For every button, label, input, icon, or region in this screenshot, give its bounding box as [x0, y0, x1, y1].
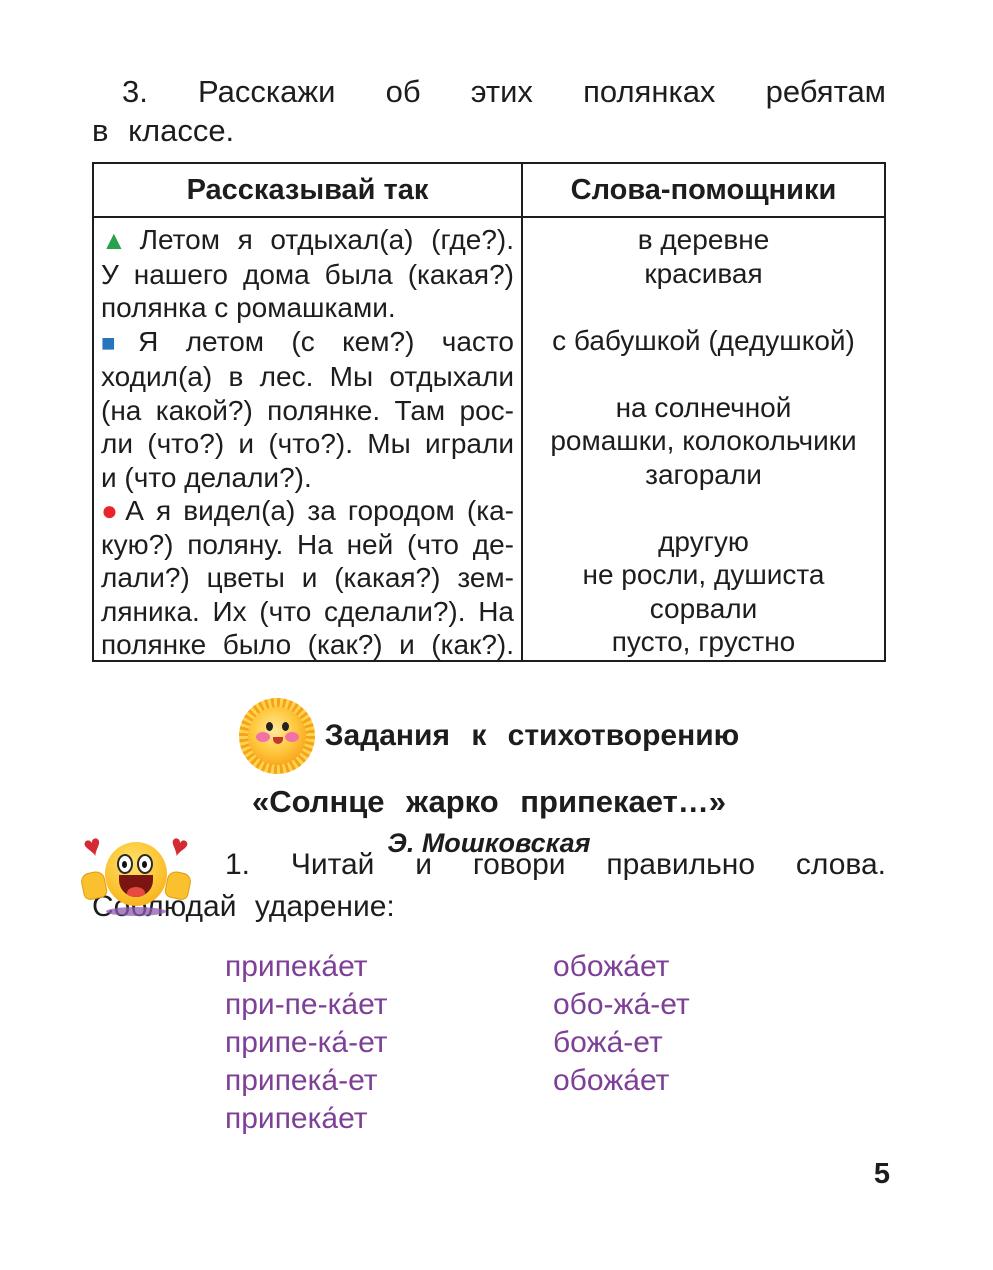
smiley-shadow [106, 907, 166, 916]
blue-square-icon: ■ [101, 329, 136, 357]
poem-section-header: Задания к стихотворению «Солнце жарко пр… [92, 698, 886, 859]
table-left-line: У нашего дома была (какая?) [101, 258, 514, 290]
table-right-line: на солнечной [615, 391, 792, 423]
table-left-line: ▲ Летом я отдыхал(а) (где?). [101, 224, 514, 255]
task-1-block: ♥ ♥ 1. Читай и говори правильно слова. С… [79, 828, 886, 926]
table-header-tell-like-this: Рассказывай так [94, 164, 523, 216]
smiley-eye-icon [117, 854, 133, 874]
green-triangle-icon: ▲ [101, 225, 137, 255]
sun-cheek-icon [255, 732, 270, 742]
table-left-line: полянка с ромашками. [101, 292, 396, 323]
table-right-line: в деревне [637, 224, 770, 255]
smiley-thumbs-up-hearts-icon: ♥ ♥ [79, 828, 193, 918]
table-left-line: лали?) цветы и (какая?) зем- [101, 562, 514, 593]
table-left-line: и (что делали?). [101, 461, 312, 493]
stress-word: обо-жа́-ет [553, 988, 690, 1021]
sun-mouth-icon [272, 737, 283, 744]
task-line-2: Соблюдай ударение: [92, 890, 395, 923]
table-header-helper-words: Слова-помощники [570, 173, 837, 206]
section-title-row: Задания к стихотворению [92, 698, 886, 774]
heading-line-1: 3. Расскажи об этих полянках ребятам [122, 74, 886, 109]
thumb-up-icon [163, 869, 193, 902]
table-right-line [523, 290, 884, 324]
table-left-line: ляника. Их (что сделали?). На [101, 595, 514, 627]
stress-word: припека́ет [225, 950, 368, 983]
smiley-pupil-icon [122, 861, 127, 868]
red-circle-icon: ● [101, 495, 123, 526]
stress-word: припека́-ет [225, 1064, 378, 1097]
smiley-eye-icon [137, 854, 153, 874]
sun-eye-icon [265, 722, 273, 731]
poem-title: «Солнце жарко припекает…» [251, 784, 726, 819]
table-right-line: красивая [644, 257, 763, 289]
table-left-line: ● А я видел(а) за городом (ка- [101, 495, 514, 526]
stress-words-column-1: припека́ет при-пе-ка́ет припе-ка́-ет припек… [225, 948, 388, 1138]
table-left-line: ходил(а) в лес. Мы отдыхали [101, 361, 514, 392]
table-header-row: Рассказывай так Слова-помощники [94, 164, 884, 218]
smiley-tongue-icon [127, 887, 145, 897]
table-right-line: сорвали [649, 592, 758, 624]
stress-word: обожа́ет [553, 950, 670, 983]
table-left-line: ■ Я летом (с кем?) часто [101, 325, 515, 357]
stress-word: божа́-ет [553, 1026, 663, 1059]
table-left-line: (на какой?) полянке. Там рос- [101, 394, 514, 426]
page-number: 5 [873, 1158, 890, 1190]
stress-words-column-2: обожа́ет обо-жа́-ет божа́-ет обожа́ет [553, 948, 690, 1100]
table-right-line: ромашки, колокольчики [550, 425, 857, 456]
sun-eye-icon [281, 722, 289, 731]
exercise-3-heading: 3. Расскажи об этих полянках ребятам в к… [92, 72, 886, 150]
poem-author: Э. Мошковская [387, 828, 591, 858]
table-right-column: в деревне красивая с бабушкой (дедушкой) … [523, 218, 884, 662]
stress-words-block: припека́ет при-пе-ка́ет припе-ка́-ет припек… [92, 948, 886, 1148]
table-left-line: полянке было (как?) и (как?). [101, 629, 514, 660]
stress-word: при-пе-ка́ет [225, 988, 388, 1021]
table-left-line: кую?) поляну. На ней (что де- [101, 528, 514, 560]
table-left-column: ▲ Летом я отдыхал(а) (где?). У нашего дома… [94, 218, 523, 662]
smiley-pupil-icon [142, 861, 147, 868]
table-right-line: с бабушкой (дедушкой) [552, 324, 855, 356]
stress-word: обожа́ет [553, 1064, 670, 1097]
story-helper-table: Рассказывай так Слова-помощники ▲ Летом я… [92, 162, 886, 662]
sun-cheek-icon [284, 732, 299, 742]
table-right-line: загорали [645, 458, 762, 490]
table-body-row: ▲ Летом я отдыхал(а) (где?). У нашего дома… [94, 218, 884, 662]
table-right-line: другую [658, 525, 749, 557]
table-right-line [523, 491, 884, 525]
table-right-line [523, 357, 884, 391]
table-left-line: ли (что?) и (что?). Мы играли [101, 428, 514, 459]
smiley-mouth-icon [119, 875, 153, 897]
task-line-1: 1. Читай и говори правильно слова. [225, 848, 886, 881]
table-right-line: пусто, грустно [611, 626, 796, 657]
table-right-line: не росли, душиста [582, 559, 825, 590]
heart-icon: ♥ [166, 828, 193, 865]
section-title-line-1: Задания к стихотворению [324, 719, 740, 752]
stress-word: припека́ет [225, 1102, 368, 1135]
heading-line-2: в классе. [92, 113, 235, 148]
smiley-face-icon [105, 842, 167, 906]
heart-icon: ♥ [79, 828, 106, 865]
stress-word: припе-ка́-ет [225, 1026, 388, 1059]
sun-icon [238, 698, 315, 774]
